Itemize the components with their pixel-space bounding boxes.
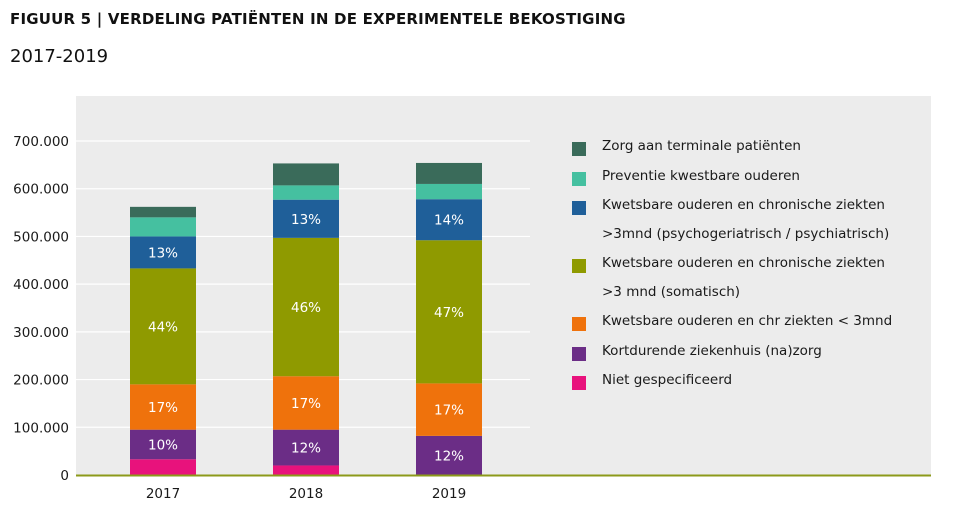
x-tick-label: 2018 [289, 486, 323, 502]
bar-segment [130, 429, 196, 460]
legend-label: >3 mnd (somatisch) [602, 284, 741, 300]
x-tick-label: 2019 [432, 486, 466, 502]
legend-label: >3mnd (psychogeriatrisch / psychiatrisch… [602, 226, 890, 242]
y-tick-label: 600.000 [13, 182, 69, 198]
data-label: 17% [148, 400, 178, 416]
legend-swatch [572, 201, 586, 215]
legend-label: Preventie kwestbare ouderen [602, 167, 800, 184]
y-tick-label: 200.000 [13, 373, 69, 389]
bar-segment [273, 199, 339, 238]
bar-segment [416, 240, 482, 384]
bar-segment [416, 199, 482, 241]
bar-segment [130, 459, 196, 475]
plot-panel [76, 96, 931, 476]
legend-label: Kwetsbare ouderen en chronische ziekten [602, 197, 885, 213]
bar-segment [416, 183, 482, 200]
legend-label: Kwetsbare ouderen en chr ziekten < 3mnd [602, 313, 893, 329]
data-label: 47% [434, 305, 464, 321]
bar-segment [273, 376, 339, 430]
legend-swatch [572, 142, 586, 156]
legend-label: Kortdurende ziekenhuis (na)zorg [602, 342, 822, 359]
chart-subtitle: 2017-2019 [10, 46, 109, 67]
legend-swatch [572, 346, 586, 361]
x-tick-label: 2017 [146, 486, 180, 502]
bar-segment [130, 217, 196, 237]
data-label: 12% [434, 448, 464, 464]
legend-swatch [572, 171, 586, 186]
bar-segment [416, 383, 482, 436]
data-label: 17% [291, 396, 321, 412]
data-label: 13% [148, 245, 178, 261]
data-label: 10% [148, 437, 178, 453]
bar-segment [130, 236, 196, 269]
legend-swatch [572, 259, 586, 273]
chart-title: FIGUUR 5 | VERDELING PATIËNTEN IN DE EXP… [10, 10, 626, 28]
legend-swatch [572, 376, 586, 390]
bar-segment [273, 429, 339, 466]
bar-segment [416, 162, 482, 184]
y-tick-label: 0 [60, 468, 69, 484]
legend-label: Zorg aan terminale patiënten [602, 138, 801, 154]
legend-swatch [572, 317, 586, 331]
data-label: 17% [434, 403, 464, 419]
bar-segment [416, 435, 482, 475]
bar-segment [130, 206, 196, 218]
bar-segment [273, 185, 339, 200]
bar-segment [130, 268, 196, 385]
y-tick-label: 700.000 [13, 134, 69, 150]
y-tick-label: 500.000 [13, 229, 69, 245]
bar-segment [273, 163, 339, 186]
bar-segment [130, 384, 196, 430]
legend-label: Kwetsbare ouderen en chronische ziekten [602, 255, 885, 271]
y-tick-label: 400.000 [13, 277, 69, 293]
y-tick-label: 300.000 [13, 325, 69, 341]
legend-label: Niet gespecificeerd [602, 372, 733, 388]
data-label: 13% [291, 212, 321, 228]
data-label: 44% [148, 319, 178, 335]
data-label: 12% [291, 441, 321, 457]
y-tick-label: 100.000 [13, 420, 69, 436]
data-label: 14% [434, 213, 464, 229]
bar-segment [273, 237, 339, 377]
data-label: 46% [291, 300, 321, 316]
bar-segment [273, 465, 339, 475]
